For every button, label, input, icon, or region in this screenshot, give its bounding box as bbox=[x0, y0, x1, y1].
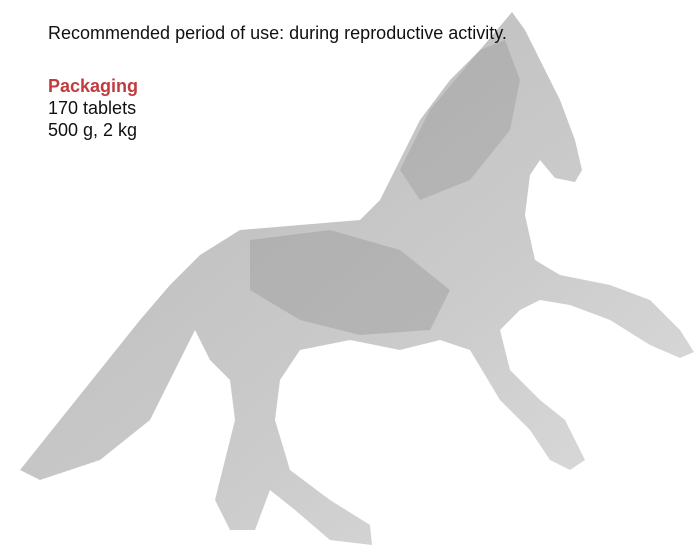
packaging-item: 170 tablets bbox=[48, 97, 507, 119]
packaging-item: 500 g, 2 kg bbox=[48, 119, 507, 141]
recommendation: Recommended period of use: during reprod… bbox=[48, 22, 507, 44]
content: Recommended period of use: during reprod… bbox=[48, 22, 507, 141]
packaging-heading: Packaging bbox=[48, 75, 507, 97]
page: {"recommendation": "Recommended period o… bbox=[0, 0, 696, 554]
